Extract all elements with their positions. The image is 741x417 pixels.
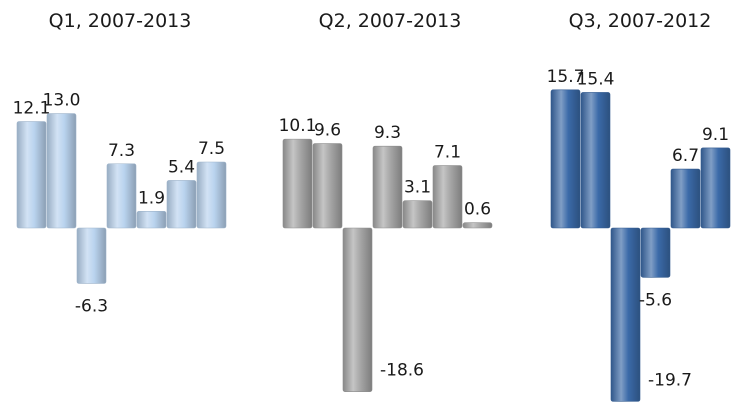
data-label: 5.4 [168,157,195,177]
bar [136,210,167,229]
bar [640,227,671,278]
data-label: 9.6 [314,121,341,141]
data-label: 0.6 [464,200,491,220]
data-label: 9.1 [702,125,729,145]
bar [106,163,137,229]
bar [432,165,463,229]
bar [312,143,343,229]
data-label: 10.1 [279,116,317,136]
data-label: -5.6 [639,290,672,310]
bar [166,180,197,229]
chart-title: Q1, 2007-2013 [49,10,192,32]
bar [402,200,433,229]
data-label: 6.7 [672,146,699,166]
chart-panel-3: Q3, 2007-2012 15.715.4 -19.7 -5.6 6.79.1 [547,10,731,402]
data-label: 7.5 [198,139,225,159]
data-label: 7.3 [108,141,135,161]
bar [372,145,403,229]
bar [610,227,641,402]
bar [580,92,611,229]
bar [282,138,313,229]
data-label: -19.7 [648,370,692,390]
chart-panel-2: Q2, 2007-2013 10.19.6 -18.6 9.3 3.17.1 0.6 [279,10,493,392]
data-label: -18.6 [380,361,424,381]
data-label: 13.0 [43,91,81,111]
bar [76,227,107,284]
data-label: 15.4 [577,69,615,89]
data-label: -6.3 [75,296,108,316]
bar [670,168,701,229]
bar [462,222,493,229]
bar [550,89,581,229]
data-label: 9.3 [374,123,401,143]
bar [16,121,47,229]
data-label: 15.7 [547,67,585,87]
data-label: 7.1 [434,143,461,163]
data-label: 3.1 [404,178,431,198]
bar [196,161,227,229]
data-label: 1.9 [138,188,165,208]
chart-title: Q2, 2007-2013 [319,10,462,32]
data-label: 12.1 [13,99,51,119]
bar [46,113,77,229]
chart-title: Q3, 2007-2012 [569,10,712,32]
bar [342,227,373,392]
bar [700,147,731,229]
chart-panel-1: Q1, 2007-2013 12.113.0 -6.3 7.3 1.95.47.5 [13,10,227,316]
